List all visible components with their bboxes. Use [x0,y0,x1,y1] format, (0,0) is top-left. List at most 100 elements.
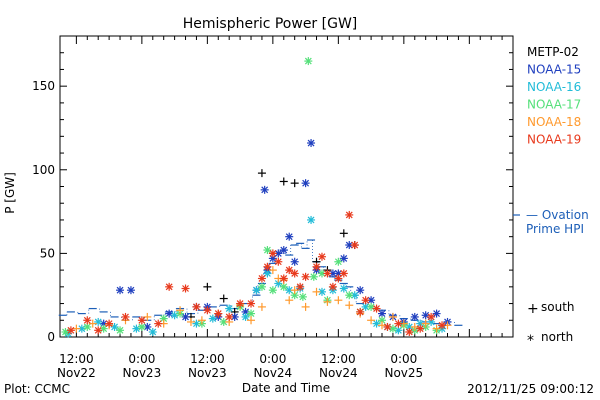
data-point [279,282,288,291]
data-point [438,321,447,330]
y-axis-label: P [GW] [3,172,17,214]
data-point [186,317,195,326]
data-point [148,327,157,336]
data-point [116,286,125,295]
data-point [225,312,234,321]
legend-entry: NOAA-15 [527,63,581,77]
data-point [339,254,348,263]
y-tick-label: 100 [32,163,55,177]
data-point [394,319,403,328]
data-point [126,286,135,295]
legend-entry: NOAA-19 [527,133,581,147]
legend-entry: METP-02 [527,45,579,59]
data-point [94,317,103,326]
data-point [274,257,283,266]
data-point [361,296,370,305]
data-point [154,319,163,328]
data-point [72,324,81,333]
data-point [241,312,250,321]
data-point [268,254,277,263]
y-tick-label: 150 [32,79,55,93]
data-point [427,312,436,321]
data-point [421,319,430,328]
symbol-key-north-label: north [541,330,573,344]
data-point [203,306,212,315]
data-point [378,309,387,318]
data-point [257,282,266,291]
x-tick-label-date: Nov24 [319,366,358,380]
data-point [416,324,425,333]
data-point [421,311,430,320]
data-point [105,319,114,328]
data-point [323,297,332,306]
data-point [345,210,354,219]
data-point [236,299,245,308]
data-point [268,249,277,258]
ovation-legend-line1: — Ovation [526,208,589,222]
timestamp: 2012/11/25 09:00:12 [467,382,594,396]
data-point [367,316,376,325]
data-point [301,179,310,188]
data-point [307,215,316,224]
data-point [290,269,299,278]
data-point [345,301,354,310]
data-point [247,309,256,318]
data-point [301,272,310,281]
data-point [410,322,419,331]
data-point [334,257,343,266]
x-tick-label-date: Nov23 [123,366,162,380]
data-point [367,302,376,311]
y-tick-label: 50 [40,246,55,260]
x-axis-label: Date and Time [242,381,330,395]
data-point [121,312,130,321]
data-point [268,286,277,295]
data-point [279,246,288,255]
data-point [309,272,318,281]
plot-credit: Plot: CCMC [4,382,70,396]
data-point [285,296,294,305]
y-tick-label: 0 [47,330,55,344]
axis-ticks [60,35,514,338]
data-point [334,296,343,305]
legend-entry: NOAA-18 [527,115,581,129]
plot-frame [59,35,514,338]
data-point [260,185,269,194]
data-point [263,246,272,255]
data-point [83,316,92,325]
data-point [257,274,266,283]
x-tick-label-time: 12:00 [321,352,356,366]
data-point [176,306,185,315]
data-point [367,296,376,305]
ovation-legend-line2: Prime HPI [526,222,584,236]
data-point [285,266,294,275]
data-point [83,322,92,331]
data-point [388,312,397,321]
data-point [137,322,146,331]
data-point [94,326,103,335]
x-tick-label-time: 0:00 [259,352,286,366]
symbol-key-north-symbol: * [527,333,534,349]
data-point [263,262,272,271]
data-point [225,304,234,313]
x-tick-labels: 12:00Nov220:00Nov2312:00Nov230:00Nov2412… [57,352,423,380]
data-point [290,286,299,295]
data-point [410,312,419,321]
x-tick-label-time: 0:00 [390,352,417,366]
data-point [328,282,337,291]
data-point [339,229,348,238]
data-point [247,316,256,325]
x-tick-label-date: Nov25 [384,366,423,380]
data-point [378,321,387,330]
data-point [61,327,70,336]
data-point [307,139,316,148]
data-point [301,302,310,311]
data-point [290,179,299,188]
data-point [170,311,179,320]
data-point [197,316,206,325]
data-point [345,241,354,250]
x-tick-label-time: 12:00 [190,352,225,366]
data-point [181,284,190,293]
legend-entry: NOAA-17 [527,98,581,112]
symbol-key-south-label: south [541,300,575,314]
